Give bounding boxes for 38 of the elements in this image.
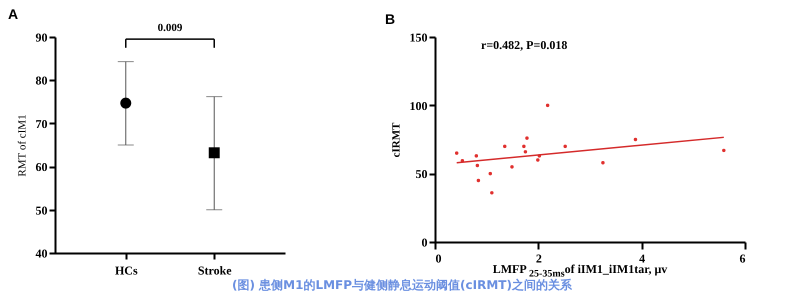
x-tick-label: 6 [740, 252, 746, 266]
y-axis-title: RMT of cIM1 [16, 114, 28, 177]
point [524, 150, 528, 154]
x-tick-label: HCs [114, 264, 138, 278]
point [476, 178, 480, 182]
y-tick-label: 70 [36, 116, 48, 131]
y-tick-label: 60 [36, 160, 48, 174]
y-tick-label: 150 [410, 30, 428, 44]
x-tick-label: Stroke [198, 264, 232, 278]
x-tick-label: 0 [436, 252, 442, 266]
point [525, 136, 529, 140]
y-tick-label: 80 [36, 74, 48, 88]
point [722, 148, 726, 152]
y-tick-label: 90 [36, 30, 48, 44]
chart-title: A [8, 6, 18, 22]
chart-title: B [385, 11, 396, 27]
point [522, 144, 526, 148]
y-tick-label: 100 [410, 98, 428, 113]
point [546, 104, 550, 108]
point [490, 191, 494, 195]
point [510, 165, 514, 169]
point [563, 144, 567, 148]
point [503, 144, 506, 148]
y-tick-label: 0 [422, 236, 428, 250]
point [474, 154, 478, 158]
y-tick-label: 40 [36, 246, 48, 260]
text: 0.009 [158, 22, 183, 34]
point [488, 172, 492, 176]
annotation: r=0.482, P=0.018 [481, 38, 568, 52]
point [634, 138, 638, 142]
y-axis-title: cIRMT [390, 122, 402, 158]
point [454, 151, 458, 155]
point [476, 164, 480, 168]
text: (图) 患侧M1的LMFP与健侧静息运动阈值(cIRMT)之间的关系 [231, 277, 573, 294]
point [601, 161, 605, 164]
point [536, 158, 540, 162]
y-tick-label: 50 [36, 203, 48, 218]
y-tick-label: 50 [416, 167, 428, 182]
